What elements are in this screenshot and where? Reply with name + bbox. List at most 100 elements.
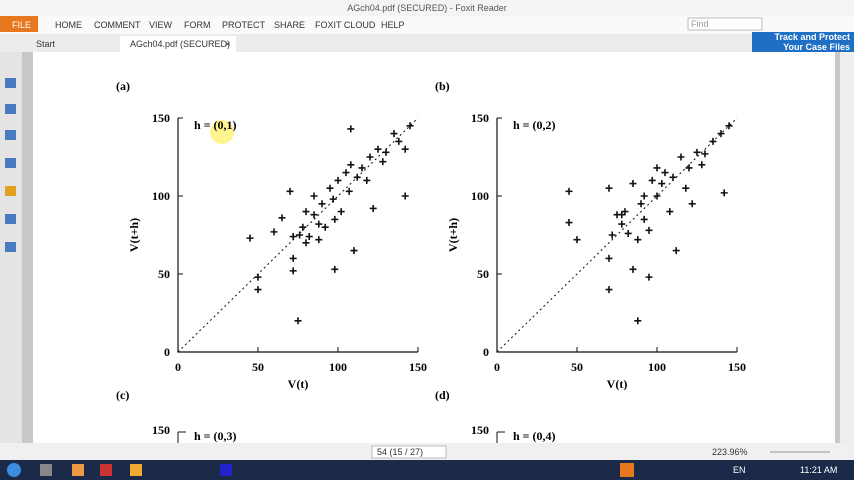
point — [374, 145, 382, 153]
tick-label: 150 — [152, 423, 170, 437]
point — [321, 223, 329, 231]
point — [305, 233, 313, 241]
start-button[interactable] — [7, 463, 21, 477]
point — [634, 317, 642, 325]
page-number[interactable]: 54 (15 / 27) — [377, 447, 423, 457]
y-tick-label: 150 — [152, 111, 170, 125]
point — [658, 180, 666, 188]
ad-text: Track and Protect — [774, 32, 850, 42]
point — [725, 122, 733, 130]
y-tick-label: 0 — [483, 345, 489, 359]
point — [640, 215, 648, 223]
page-box[interactable] — [371, 445, 447, 459]
annotation: h = (0,1) — [194, 118, 237, 132]
point — [329, 195, 337, 203]
menu-item[interactable]: FOXIT CLOUD — [315, 20, 376, 30]
point — [677, 153, 685, 161]
pdf-page — [33, 52, 835, 443]
point — [315, 236, 323, 244]
point — [315, 220, 323, 228]
menu-item[interactable]: HELP — [381, 20, 405, 30]
panel-label: (d) — [435, 388, 450, 402]
point — [318, 200, 326, 208]
point — [653, 192, 661, 200]
y-tick-label: 50 — [158, 267, 170, 281]
ad-banner[interactable] — [752, 32, 854, 52]
x-tick-label: 50 — [252, 360, 264, 374]
point — [608, 231, 616, 239]
point — [278, 214, 286, 222]
point — [605, 286, 613, 294]
y-tick-label: 100 — [471, 189, 489, 203]
point — [246, 234, 254, 242]
point — [605, 254, 613, 262]
x-axis-label: V(t) — [607, 377, 628, 391]
point — [624, 229, 632, 237]
point — [254, 286, 262, 294]
point — [342, 169, 350, 177]
point — [618, 211, 626, 219]
point — [401, 192, 409, 200]
point — [302, 208, 310, 216]
menu-item[interactable]: COMMENT — [94, 20, 141, 30]
diagonal — [496, 117, 738, 353]
find-placeholder: Find — [691, 19, 709, 29]
language: EN — [733, 465, 746, 475]
point — [395, 137, 403, 145]
point — [334, 176, 342, 184]
menu-bar — [0, 16, 854, 34]
taskbar-icons — [40, 463, 634, 477]
menu-item[interactable]: FILE — [12, 20, 31, 30]
point — [565, 187, 573, 195]
zoom[interactable]: 223.96% — [712, 447, 748, 457]
point — [353, 173, 361, 181]
point — [294, 317, 302, 325]
file-button[interactable] — [0, 16, 38, 32]
point — [310, 192, 318, 200]
point — [358, 164, 366, 172]
tab[interactable]: Start — [36, 39, 56, 49]
menu-item[interactable]: SHARE — [274, 20, 305, 30]
point — [709, 137, 717, 145]
menu-item[interactable]: PROTECT — [222, 20, 266, 30]
menu-item[interactable]: FORM — [184, 20, 211, 30]
point — [390, 130, 398, 138]
point — [363, 176, 371, 184]
y-axis-label: V(t+h) — [127, 218, 141, 252]
find-box[interactable] — [687, 17, 763, 31]
point — [645, 273, 653, 281]
tab[interactable]: AGch04.pdf (SECURED) — [130, 39, 230, 49]
point — [653, 164, 661, 172]
point — [347, 161, 355, 169]
scrollbar[interactable] — [840, 52, 854, 443]
diagonal — [177, 117, 419, 353]
point — [326, 184, 334, 192]
point — [688, 200, 696, 208]
axis-fragment — [177, 431, 505, 444]
point — [672, 247, 680, 255]
menu-item[interactable]: HOME — [55, 20, 82, 30]
point — [666, 208, 674, 216]
point — [270, 228, 278, 236]
point — [406, 122, 414, 130]
x-axis-label: V(t) — [288, 377, 309, 391]
tab-close[interactable]: × — [225, 39, 230, 49]
point — [382, 148, 390, 156]
active-tab[interactable] — [120, 36, 236, 52]
point — [701, 150, 709, 158]
point — [637, 200, 645, 208]
point — [331, 215, 339, 223]
cursor-highlight — [210, 120, 234, 144]
point — [640, 192, 648, 200]
point — [369, 204, 377, 212]
point — [661, 169, 669, 177]
point — [289, 254, 297, 262]
x-tick-label: 150 — [409, 360, 427, 374]
point — [331, 265, 339, 273]
point — [379, 158, 387, 166]
point — [286, 187, 294, 195]
menu-item[interactable]: VIEW — [149, 20, 173, 30]
point — [693, 148, 701, 156]
window-title: AGch04.pdf (SECURED) - Foxit Reader — [347, 3, 507, 13]
